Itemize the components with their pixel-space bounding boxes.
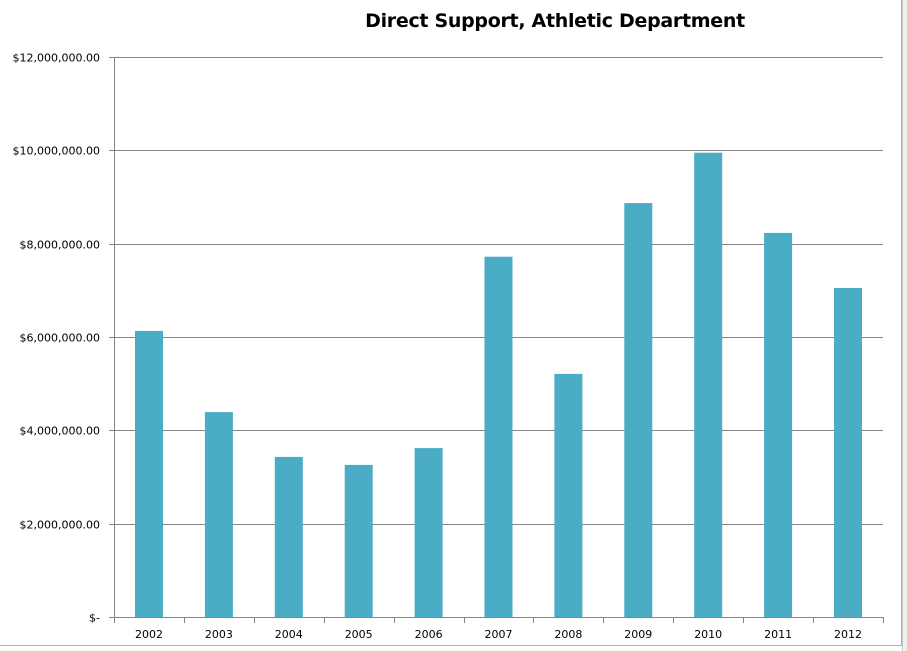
y-tick-label: $6,000,000.00	[20, 332, 100, 345]
x-tick-label: 2010	[694, 628, 722, 641]
bar-layer	[135, 152, 862, 617]
y-tick-label: $4,000,000.00	[20, 425, 100, 438]
axis-layer	[109, 57, 884, 623]
chart-title: Direct Support, Athletic Department	[365, 10, 745, 32]
x-tick-label: 2006	[415, 628, 443, 641]
x-tick-label: 2005	[345, 628, 373, 641]
bar-2009	[624, 203, 653, 617]
x-tick-label: 2008	[554, 628, 582, 641]
bar-2008	[554, 373, 583, 617]
x-tick-label: 2002	[135, 628, 163, 641]
bar-2003	[204, 412, 233, 617]
bar-2011	[764, 232, 793, 617]
bar-2006	[414, 448, 443, 617]
x-tick-label: 2012	[834, 628, 862, 641]
bar-2004	[274, 456, 303, 617]
y-tick-label: $2,000,000.00	[20, 519, 100, 532]
bar-2007	[484, 256, 513, 617]
y-tick-label: $-	[89, 612, 100, 625]
y-tick-label: $12,000,000.00	[13, 52, 100, 65]
y-tick-label: $10,000,000.00	[13, 145, 100, 158]
x-tick-labels: 2002 2003 2004 2005 2006 2007 2008 2009 2010 2011…	[135, 628, 862, 641]
bar-2010	[694, 152, 723, 617]
y-tick-label: $8,000,000.00	[20, 239, 100, 252]
window-edge	[902, 0, 907, 651]
x-tick-label: 2004	[275, 628, 303, 641]
bar-2005	[344, 464, 373, 617]
x-tick-label: 2009	[624, 628, 652, 641]
y-tick-labels: $- $2,000,000.00 $4,000,000.00 $6,000,000.0…	[13, 52, 101, 625]
x-tick-label: 2003	[205, 628, 233, 641]
x-tick-label: 2011	[764, 628, 792, 641]
bar-2002	[135, 330, 163, 617]
grid-layer	[109, 57, 883, 525]
x-tick-label: 2007	[485, 628, 513, 641]
bar-2012	[834, 288, 862, 617]
